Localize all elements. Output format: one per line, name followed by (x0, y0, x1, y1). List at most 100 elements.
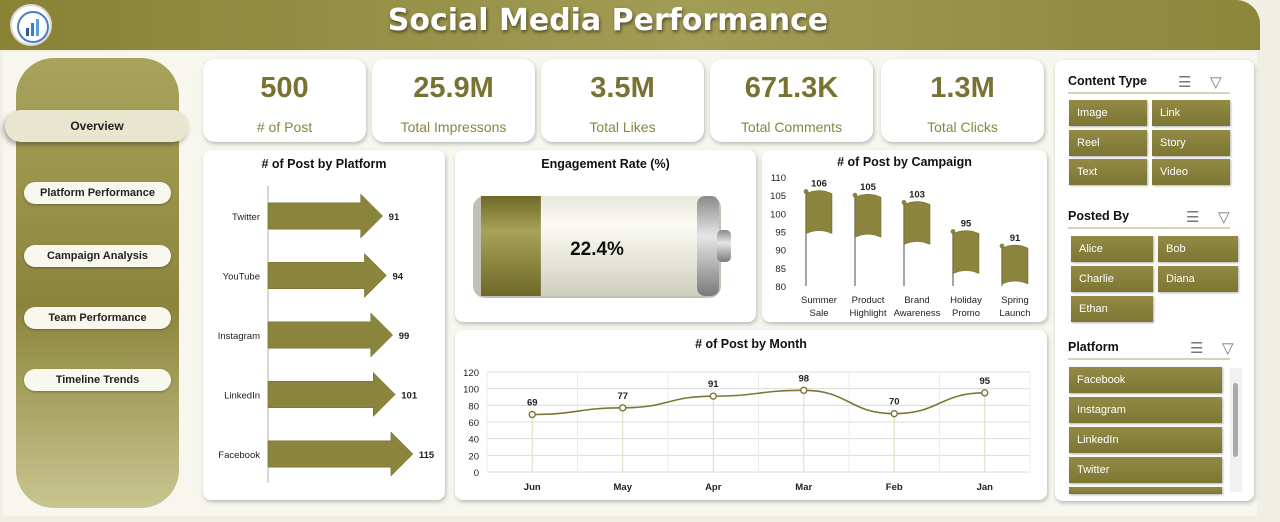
chart-title: # of Post by Month (695, 337, 807, 351)
nav-timeline-trends[interactable]: Timeline Trends (24, 369, 171, 391)
clear-filter-icon[interactable]: ▽ (1222, 340, 1234, 357)
platform-category-label: Instagram (218, 331, 260, 342)
campaign-bar (1001, 244, 1029, 285)
clear-filter-icon[interactable]: ▽ (1218, 209, 1230, 226)
slicer-item-image[interactable]: Image (1069, 100, 1147, 126)
slicer-item-story[interactable]: Story (1152, 130, 1230, 156)
slicer-title: Posted By (1068, 209, 1130, 223)
campaign-category-label: Holiday (950, 295, 982, 306)
platform-value-label: 101 (401, 391, 418, 402)
campaign-y-tick: 100 (770, 209, 786, 220)
slicer-item-bob[interactable]: Bob (1158, 236, 1238, 262)
month-category-label: Mar (795, 482, 812, 493)
campaign-point (901, 200, 907, 205)
platform-category-label: Facebook (218, 450, 260, 461)
nav-platform-performance[interactable]: Platform Performance (24, 182, 171, 204)
kpi-card-likes: 3.5M Total Likes (541, 59, 704, 142)
campaign-y-tick: 105 (770, 191, 786, 202)
slicer-item-text[interactable]: Text (1069, 159, 1147, 185)
month-y-tick: 60 (468, 418, 479, 429)
platform-value-label: 91 (389, 212, 400, 223)
slicer-item-partial[interactable] (1069, 487, 1222, 494)
slicer-item-twitter[interactable]: Twitter (1069, 457, 1222, 483)
month-point (981, 389, 989, 397)
campaign-point (999, 243, 1005, 249)
chart-posts-by-platform: # of Post by Platform Twitter 91 YouTube 94… (203, 150, 445, 500)
campaign-category-label: Awareness (894, 308, 941, 319)
slicer-header-platform: Platform ☰ ▽ (1068, 338, 1234, 360)
kpi-card-impressions: 25.9M Total Impressons (372, 59, 535, 142)
platform-bar (267, 431, 414, 477)
battery-terminal (717, 230, 731, 262)
nav-campaign-analysis[interactable]: Campaign Analysis (24, 245, 171, 267)
month-point (528, 410, 536, 419)
platform-slicer-scrollbar[interactable] (1230, 368, 1242, 492)
platform-bar (267, 371, 396, 418)
platform-category-label: LinkedIn (224, 391, 260, 402)
campaign-point (852, 192, 858, 198)
scrollbar-thumb[interactable] (1233, 383, 1238, 457)
platform-value-label: 94 (392, 272, 403, 283)
campaign-category-label: Summer (801, 295, 837, 306)
kpi-value: 1.3M (930, 72, 995, 104)
month-category-label: Feb (886, 482, 903, 493)
month-y-tick: 80 (468, 401, 479, 412)
platform-value-label: 99 (399, 331, 410, 342)
campaign-y-tick: 80 (775, 282, 786, 293)
kpi-value: 671.3K (744, 72, 839, 104)
slicer-item-linkedin[interactable]: LinkedIn (1069, 427, 1222, 453)
slicer-item-instagram[interactable]: Instagram (1069, 397, 1222, 423)
month-value-label: 95 (979, 376, 990, 387)
month-category-label: Jun (524, 482, 541, 493)
slicer-item-link[interactable]: Link (1152, 100, 1230, 126)
multi-select-icon[interactable]: ☰ (1190, 340, 1204, 357)
month-value-label: 77 (617, 391, 628, 402)
nav-overview[interactable]: Overview (5, 110, 189, 142)
slicer-header-content-type: Content Type ☰ ▽ (1068, 72, 1230, 94)
chart-title: Engagement Rate (%) (541, 157, 670, 171)
slicer-item-charlie[interactable]: Charlie (1071, 266, 1153, 292)
chart-posts-by-month: # of Post by Month 0 20 40 60 80 100 120 69 Jun 7… (455, 330, 1047, 500)
campaign-category-label: Launch (999, 308, 1030, 319)
title-bar: Social Media Performance (0, 0, 1260, 50)
slicer-item-ethan[interactable]: Ethan (1071, 296, 1153, 322)
battery-fill (481, 196, 541, 296)
kpi-label: Total Impressons (400, 119, 507, 135)
slicer-title: Content Type (1068, 74, 1147, 88)
kpi-value: 500 (260, 72, 309, 104)
chart-engagement-rate: Engagement Rate (%) 22.4% (455, 150, 756, 322)
chart-posts-by-campaign: # of Post by Campaign 80 85 90 95 100 105 110 1… (762, 150, 1047, 322)
kpi-label: Total Likes (589, 119, 656, 135)
campaign-y-tick: 85 (775, 264, 786, 275)
slicer-item-video[interactable]: Video (1152, 159, 1230, 185)
month-y-tick: 120 (463, 368, 479, 379)
engagement-rate-label: 22.4% (570, 239, 624, 260)
month-category-label: Apr (705, 482, 722, 493)
month-value-label: 98 (798, 373, 809, 384)
kpi-label: Total Comments (740, 119, 843, 135)
campaign-category-label: Promo (952, 308, 980, 319)
kpi-card-posts: 500 # of Post (203, 59, 366, 142)
campaign-value-label: 95 (961, 219, 972, 230)
slicer-item-diana[interactable]: Diana (1158, 266, 1238, 292)
slicer-title: Platform (1068, 340, 1119, 354)
platform-bar (267, 312, 394, 358)
multi-select-icon[interactable]: ☰ (1186, 209, 1200, 226)
campaign-y-tick: 95 (775, 228, 786, 239)
page-title: Social Media Performance (387, 3, 829, 38)
month-value-label: 91 (708, 379, 719, 390)
month-point (619, 404, 627, 412)
chart-title: # of Post by Platform (261, 157, 387, 171)
campaign-value-label: 105 (860, 182, 877, 193)
platform-chart-svg: Twitter 91 YouTube 94 Instagram 99 LinkedIn 101… (218, 186, 435, 483)
month-chart-svg: 0 20 40 60 80 100 120 69 Jun 77 May 91 Apr 98 Mar 70 Feb… (463, 368, 1031, 493)
slicer-item-alice[interactable]: Alice (1071, 236, 1153, 262)
campaign-bar (903, 201, 931, 245)
slicer-item-facebook[interactable]: Facebook (1069, 367, 1222, 393)
slicer-item-reel[interactable]: Reel (1069, 130, 1147, 156)
campaign-y-tick: 110 (771, 173, 786, 184)
clear-filter-icon[interactable]: ▽ (1210, 74, 1222, 91)
nav-team-performance[interactable]: Team Performance (24, 307, 171, 329)
platform-bar (267, 193, 384, 239)
multi-select-icon[interactable]: ☰ (1178, 74, 1192, 91)
